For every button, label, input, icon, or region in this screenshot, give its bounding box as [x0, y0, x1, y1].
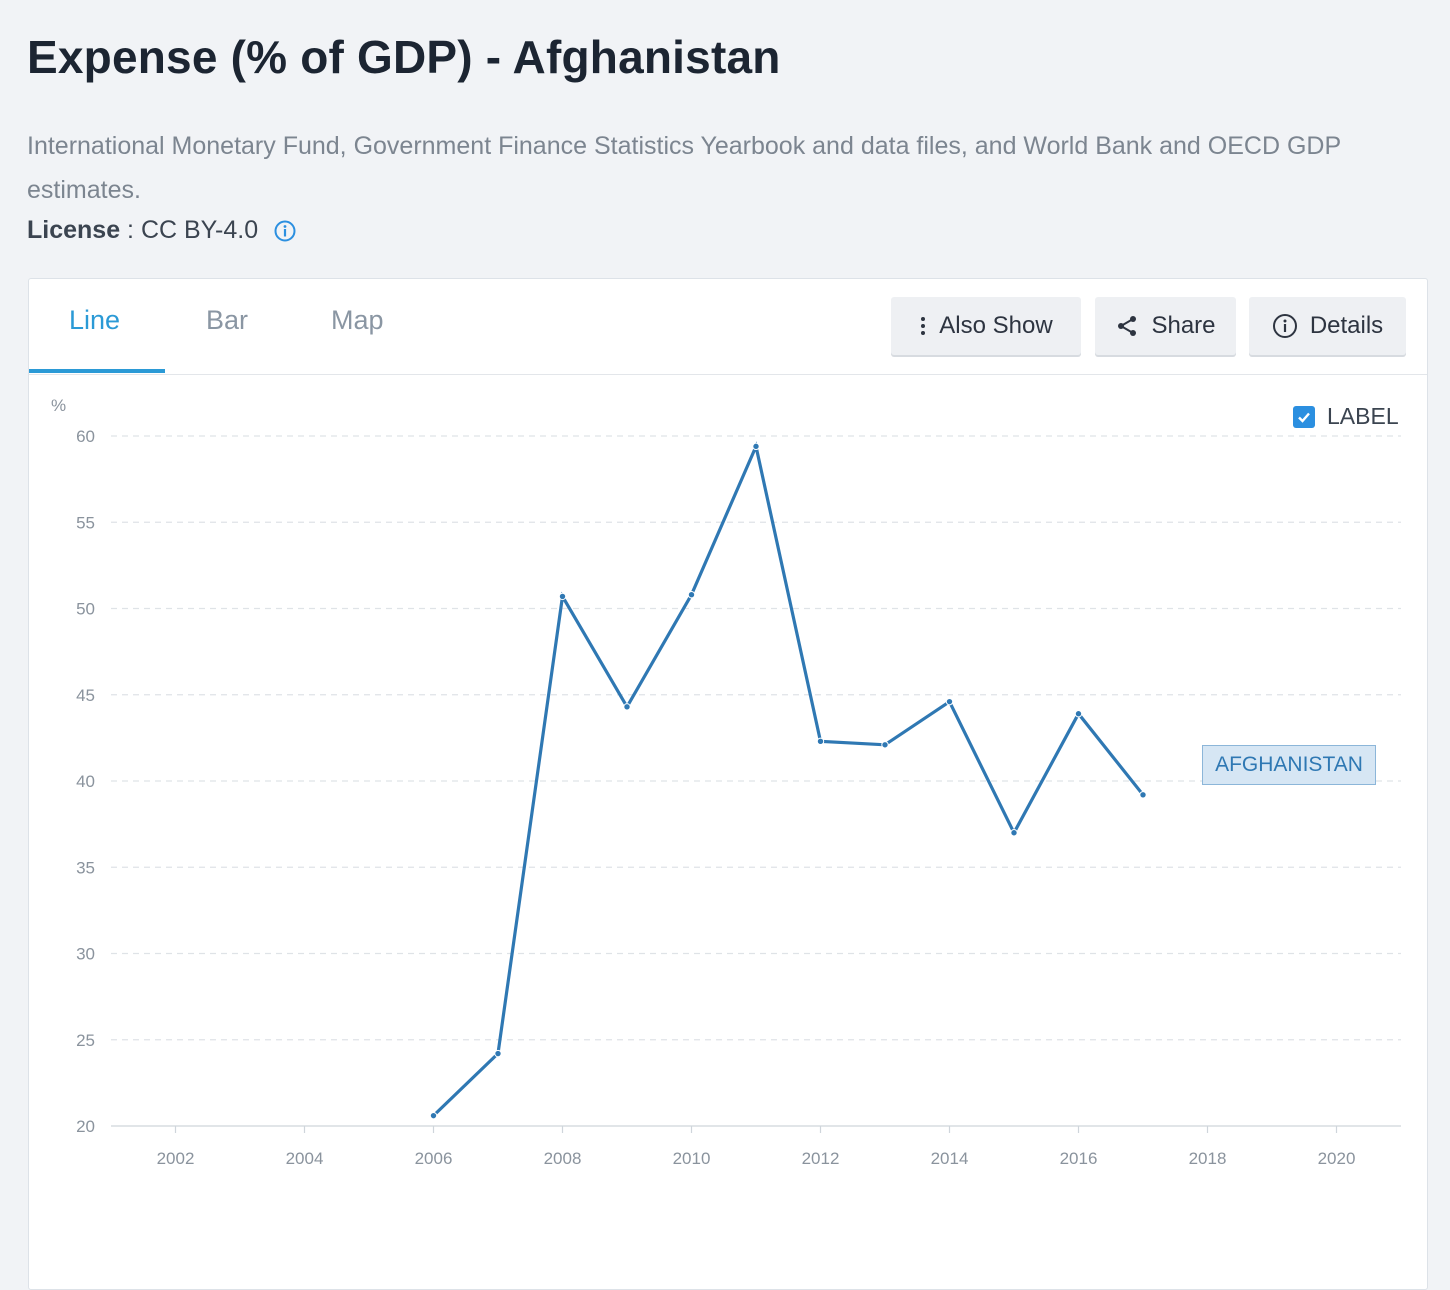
x-tick-label: 2004	[286, 1149, 324, 1168]
y-tick-label: 50	[76, 600, 95, 619]
share-button[interactable]: Share	[1095, 297, 1236, 355]
details-label: Details	[1309, 312, 1384, 339]
y-tick-label: 40	[76, 772, 95, 791]
share-label: Share	[1151, 312, 1216, 339]
x-tick-label: 2016	[1060, 1149, 1098, 1168]
tab-bar[interactable]: Bar	[206, 305, 249, 335]
tab-map[interactable]: Map	[331, 305, 384, 335]
y-tick-label: 60	[76, 427, 95, 446]
y-tick-label: 30	[76, 945, 95, 964]
license-value: CC BY-4.0	[140, 216, 259, 244]
series-end-label: AFGHANISTAN	[1202, 745, 1376, 785]
data-point	[752, 442, 760, 451]
data-point	[429, 1111, 438, 1120]
y-tick-label: 35	[76, 858, 95, 877]
license-row: License : CC BY-4.0	[27, 216, 296, 245]
license-separator: :	[120, 216, 141, 244]
page-title: Expense (% of GDP) - Afghanistan	[27, 31, 781, 83]
x-tick-label: 2014	[931, 1149, 969, 1168]
label-checkbox[interactable]	[1293, 405, 1315, 428]
more-vertical-icon	[921, 317, 926, 335]
source-text: International Monetary Fund, Government …	[27, 132, 1341, 204]
x-tick-label: 2008	[544, 1149, 582, 1168]
active-tab-indicator	[29, 369, 165, 373]
details-button[interactable]: Details	[1249, 297, 1406, 355]
y-tick-label: 20	[76, 1117, 95, 1136]
license-label: License	[27, 216, 121, 244]
data-point	[687, 591, 696, 599]
x-tick-label: 2002	[157, 1149, 195, 1168]
label-toggle[interactable]: LABEL	[1293, 403, 1399, 430]
chart-tabs: Line Bar Map Also Show Share	[29, 279, 1427, 375]
data-point	[945, 697, 954, 706]
y-axis-unit-label: %	[51, 396, 66, 415]
data-point	[881, 741, 889, 749]
x-tick-label: 2020	[1318, 1149, 1356, 1168]
info-icon[interactable]	[274, 220, 296, 242]
data-point	[558, 592, 567, 601]
data-point	[623, 703, 631, 711]
share-icon	[1118, 316, 1137, 336]
y-tick-label: 45	[76, 686, 95, 705]
data-point	[1010, 829, 1018, 837]
chart-card: Line Bar Map Also Show Share	[28, 278, 1428, 1290]
y-tick-label: 25	[76, 1031, 95, 1050]
x-tick-label: 2010	[673, 1149, 711, 1168]
label-toggle-text: LABEL	[1327, 403, 1399, 429]
data-point	[816, 737, 825, 746]
data-point	[494, 1049, 502, 1058]
also-show-label: Also Show	[939, 312, 1053, 339]
data-point	[1139, 791, 1147, 799]
tab-line[interactable]: Line	[69, 305, 121, 335]
data-point	[1074, 710, 1083, 718]
x-tick-label: 2018	[1189, 1149, 1227, 1168]
check-icon	[1298, 412, 1310, 423]
info-circle-icon	[1272, 314, 1297, 338]
also-show-button[interactable]: Also Show	[891, 297, 1081, 355]
x-tick-label: 2006	[415, 1149, 453, 1168]
series-line	[432, 441, 1145, 1117]
line-chart: % 20 25 30 35 40 45 50 55 60 2002 2004 2006 2008 2010 2…	[51, 396, 1401, 1168]
x-tick-label: 2012	[802, 1149, 840, 1168]
y-tick-label: 55	[76, 513, 95, 532]
